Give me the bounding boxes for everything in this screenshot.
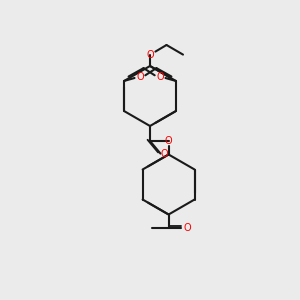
Text: O: O bbox=[165, 136, 172, 146]
Text: O: O bbox=[136, 71, 144, 82]
Text: O: O bbox=[160, 149, 168, 159]
Text: O: O bbox=[184, 223, 192, 233]
Text: O: O bbox=[146, 50, 154, 60]
Text: O: O bbox=[156, 71, 164, 82]
